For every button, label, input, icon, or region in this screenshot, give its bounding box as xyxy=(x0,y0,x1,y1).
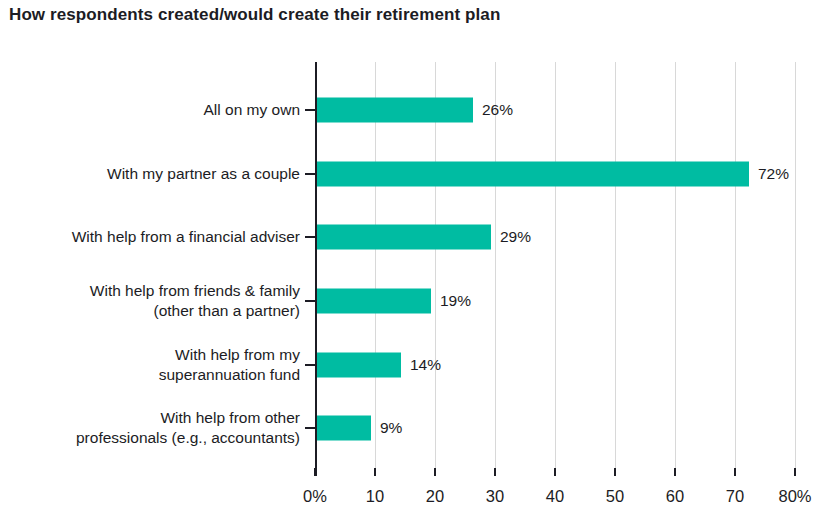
x-axis-tick xyxy=(494,468,496,476)
x-axis-tick xyxy=(554,468,556,476)
bar xyxy=(317,161,749,186)
bar xyxy=(317,416,371,441)
x-axis-tick-label: 60 xyxy=(666,487,684,506)
bar-row: All on my own 26% xyxy=(0,78,839,142)
x-axis-tick xyxy=(794,468,796,476)
x-axis-tick xyxy=(734,468,736,476)
category-label: With help from other professionals (e.g.… xyxy=(0,408,300,448)
y-axis-tick xyxy=(305,173,315,175)
x-axis-tick-label: 10 xyxy=(366,487,384,506)
bar xyxy=(317,352,401,377)
value-label: 19% xyxy=(440,292,471,310)
category-label: With help from my superannuation fund xyxy=(0,344,300,384)
x-axis-tick xyxy=(674,468,676,476)
value-label: 26% xyxy=(482,101,513,119)
x-axis-tick-label: 80% xyxy=(778,487,811,506)
bar-row: With help from a financial adviser 29% xyxy=(0,205,839,269)
x-axis-tick-label: 70 xyxy=(726,487,744,506)
value-label: 14% xyxy=(410,356,441,374)
plot-area: 0% 10 20 30 40 50 60 70 80% All on my own 26% With … xyxy=(0,0,839,526)
bar xyxy=(317,288,431,313)
category-label: All on my own xyxy=(0,100,300,120)
bar-row: With help from friends & family (other t… xyxy=(0,269,839,333)
x-axis-tick-label: 20 xyxy=(426,487,444,506)
bar-row: With help from my superannuation fund 14% xyxy=(0,333,839,397)
bar-row: With my partner as a couple 72% xyxy=(0,142,839,206)
value-label: 29% xyxy=(500,228,531,246)
category-label: With my partner as a couple xyxy=(0,163,300,183)
y-axis-tick xyxy=(305,300,315,302)
bar xyxy=(317,97,473,122)
x-axis-tick xyxy=(434,468,436,476)
y-axis-tick xyxy=(305,364,315,366)
chart-canvas: How respondents created/would create the… xyxy=(0,0,839,526)
y-axis-tick xyxy=(305,109,315,111)
bar xyxy=(317,225,491,250)
value-label: 9% xyxy=(380,419,402,437)
bar-rows: All on my own 26% With my partner as a cou… xyxy=(0,78,839,460)
bar-row: With help from other professionals (e.g.… xyxy=(0,396,839,460)
x-axis-tick-label: 50 xyxy=(606,487,624,506)
x-axis-tick xyxy=(374,468,376,476)
x-axis-tick-label: 40 xyxy=(546,487,564,506)
y-axis-tick xyxy=(305,236,315,238)
x-axis-tick-label: 30 xyxy=(486,487,504,506)
category-label: With help from friends & family (other t… xyxy=(0,281,300,321)
x-axis-tick xyxy=(614,468,616,476)
x-axis-tick-label: 0% xyxy=(303,487,327,506)
y-axis-tick xyxy=(305,427,315,429)
value-label: 72% xyxy=(758,165,789,183)
category-label: With help from a financial adviser xyxy=(0,227,300,247)
